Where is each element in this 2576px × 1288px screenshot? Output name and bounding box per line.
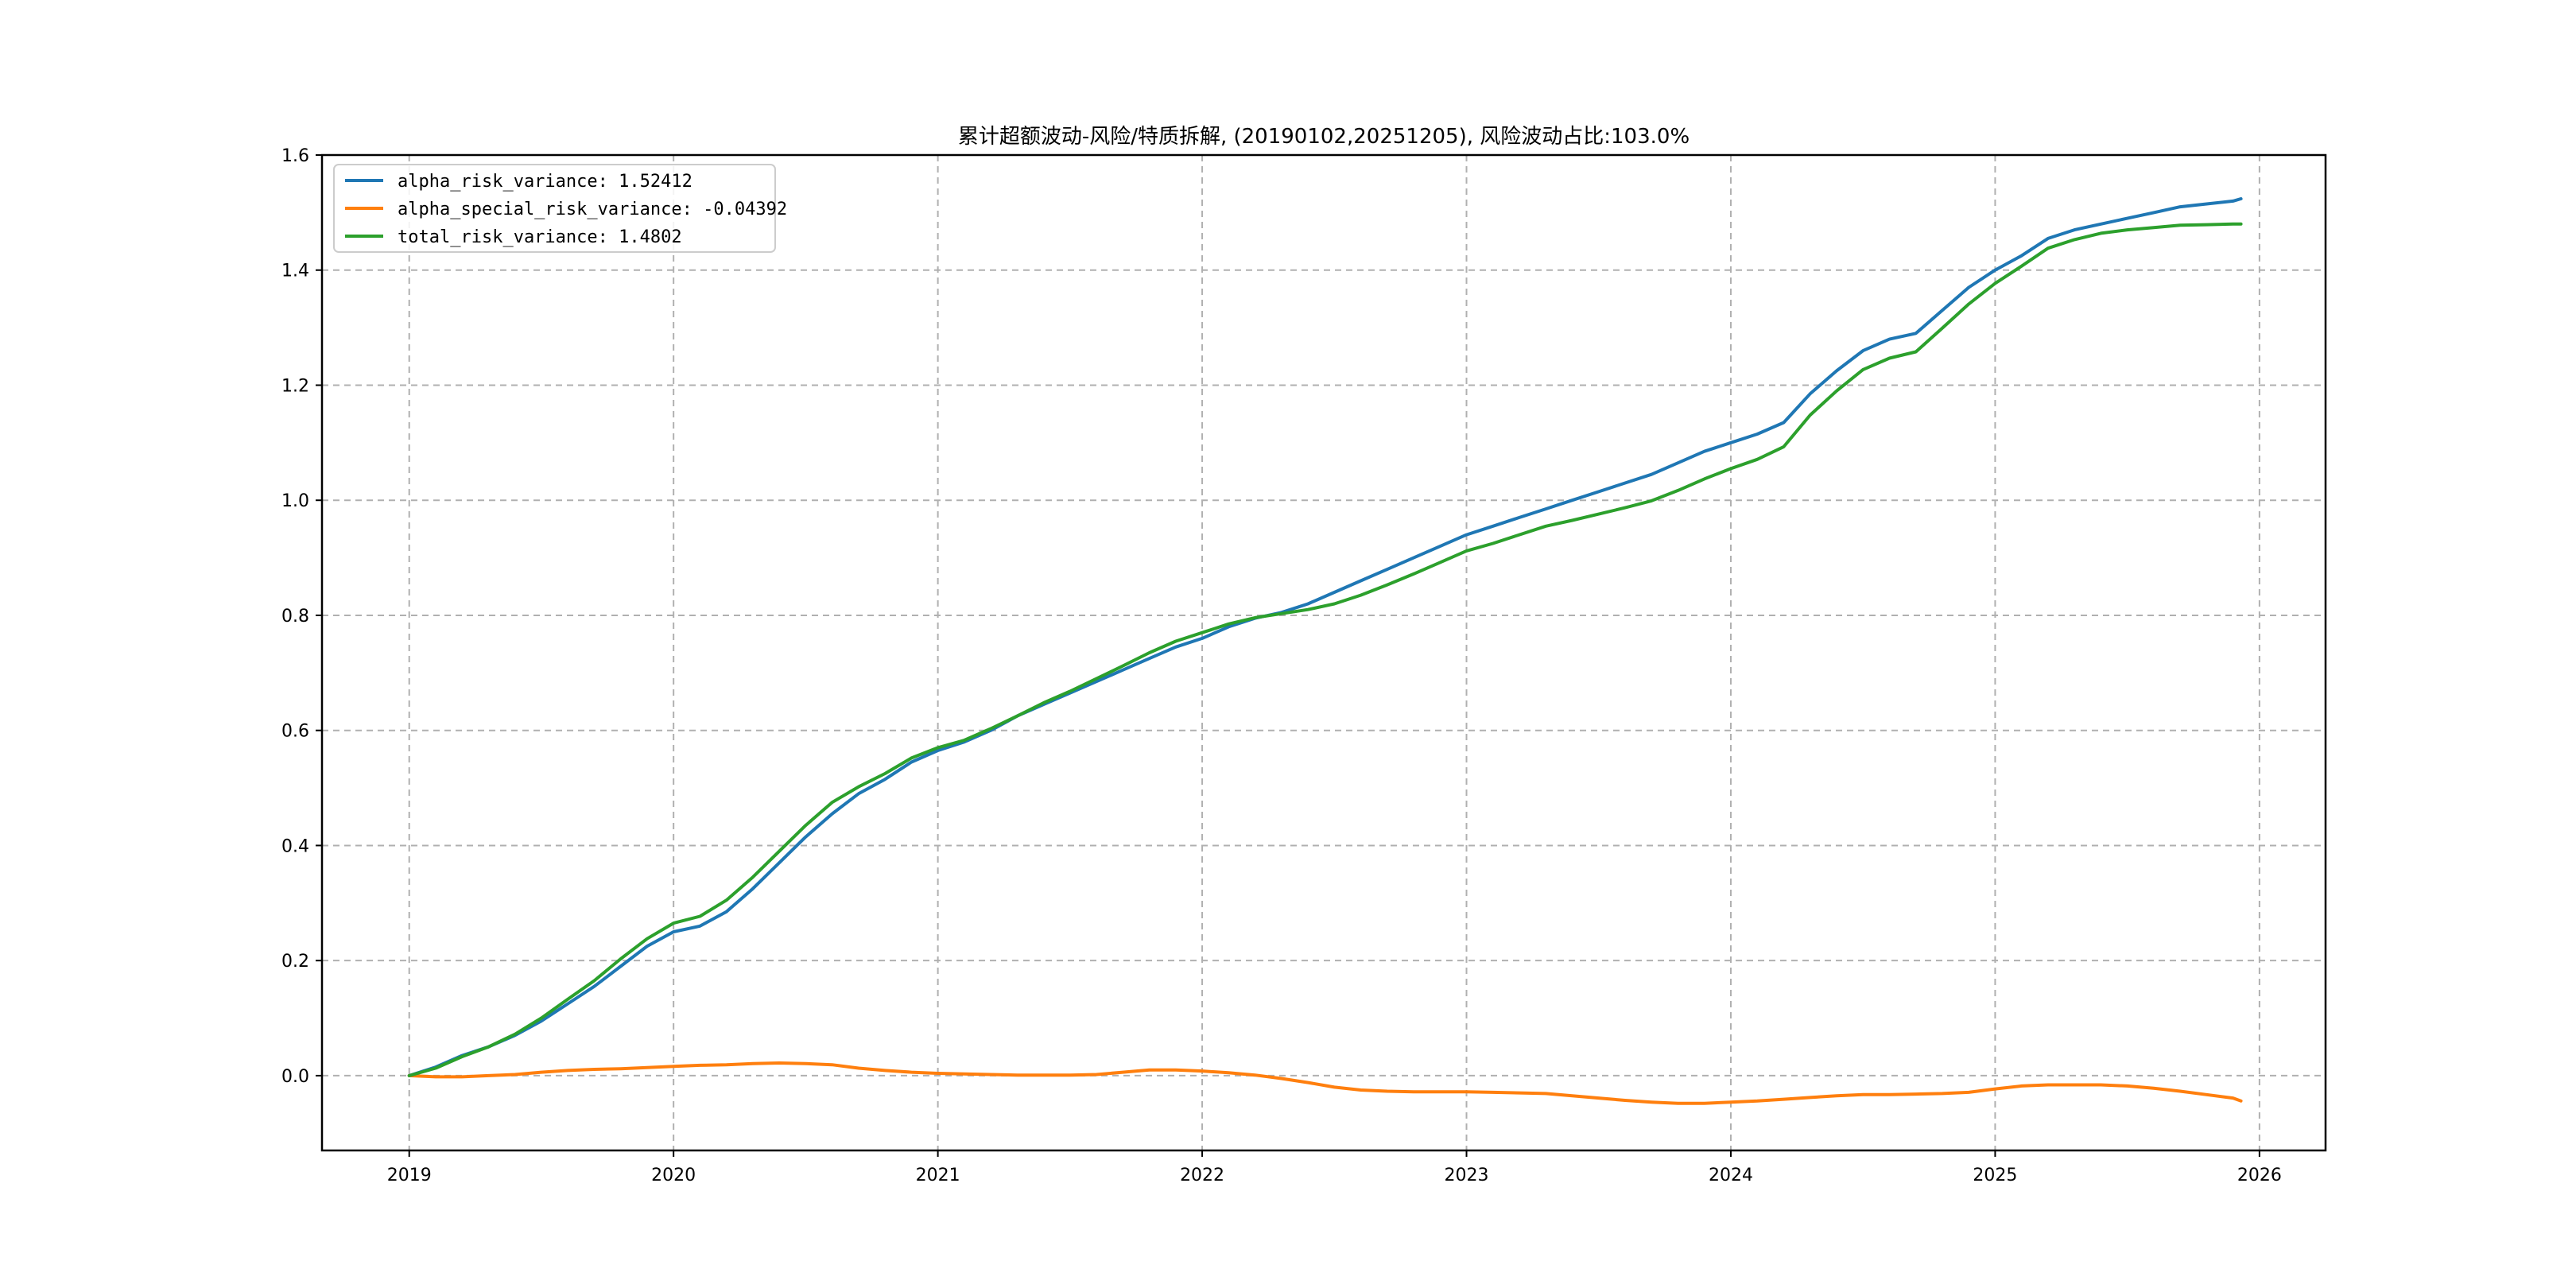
series-line-total-risk-variance: [407, 222, 2243, 1077]
y-tick-label: 0.8: [281, 607, 309, 627]
legend: alpha_risk_variance: 1.52412 alpha_specia…: [333, 164, 787, 253]
x-tick-label: 2021: [916, 1166, 960, 1185]
y-tick-label: 1.2: [281, 376, 309, 396]
y-tick-label: 0.0: [281, 1067, 309, 1087]
y-tick-label: 1.6: [281, 146, 309, 166]
y-tick-label: 0.6: [281, 722, 309, 742]
y-tick-label: 1.4: [281, 262, 309, 281]
y-tick-label: 1.0: [281, 491, 309, 511]
series-line-alpha-special-risk-variance: [407, 1061, 2243, 1105]
chart-title: 累计超额波动-风险/特质拆解, (20190102,20251205), 风险波…: [958, 125, 1690, 149]
y-axis: 0.0 0.2 0.4 0.6 0.8 1.0 1.2 1.4 1.6: [281, 146, 322, 1087]
x-tick-label: 2024: [1709, 1166, 1753, 1185]
x-tick-label: 2023: [1445, 1166, 1489, 1185]
x-tick-label: 2025: [1973, 1166, 2017, 1185]
legend-entry: alpha_special_risk_variance: -0.04392: [398, 200, 787, 219]
legend-box: [333, 164, 776, 253]
x-tick-label: 2020: [651, 1166, 696, 1185]
x-tick-label: 2026: [2237, 1166, 2282, 1185]
plot-frame: [320, 153, 2327, 1152]
x-tick-label: 2019: [387, 1166, 432, 1185]
series-lines: [407, 197, 2243, 1105]
y-tick-label: 0.2: [281, 952, 309, 972]
legend-entry: alpha_risk_variance: 1.52412: [398, 172, 692, 192]
x-axis: 2019 2020 2021 2022 2023 2024 2025 2026: [387, 1150, 2282, 1185]
y-tick-label: 0.4: [281, 836, 309, 856]
series-line-alpha-risk-variance: [407, 197, 2243, 1077]
legend-entry: total_risk_variance: 1.4802: [398, 227, 682, 247]
x-tick-label: 2022: [1180, 1166, 1224, 1185]
